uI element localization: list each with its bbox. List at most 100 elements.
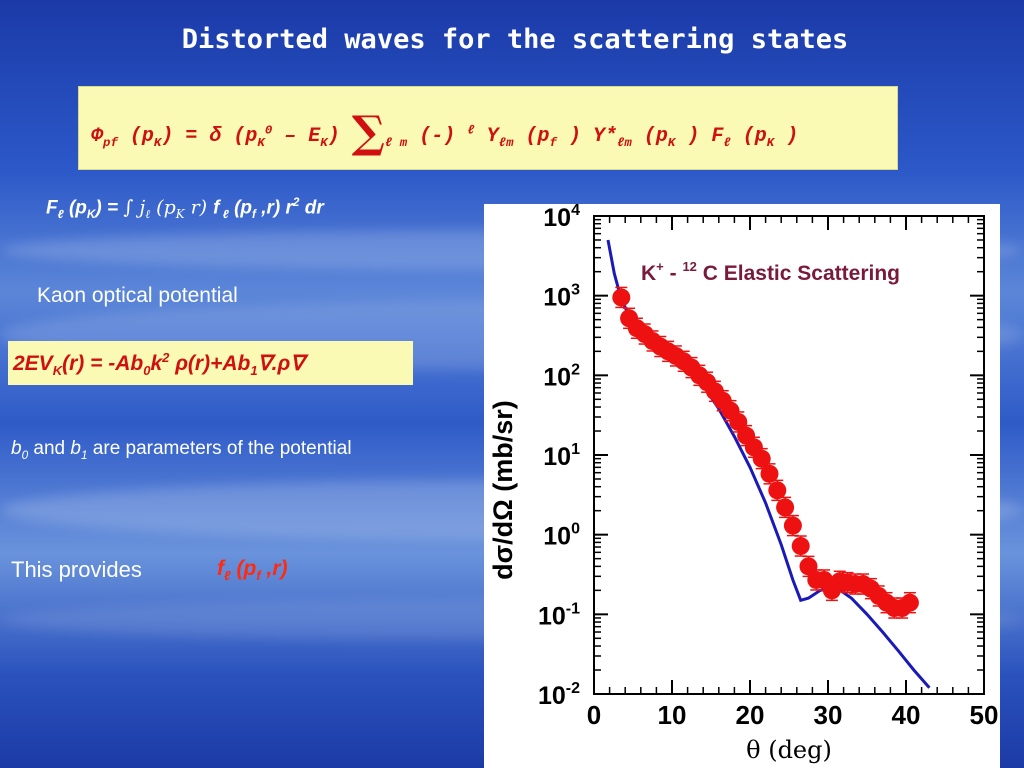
data-point xyxy=(783,516,802,535)
delta-symbol: δ xyxy=(209,125,222,148)
phi-part-sub: K xyxy=(257,136,265,150)
x-tick-label: 30 xyxy=(814,700,843,730)
y-tick-label: 100 xyxy=(543,521,580,551)
chart-xlabel: θ (deg) xyxy=(746,736,832,764)
phi-part-sub: K xyxy=(320,136,328,150)
chart-title: K+ - 12 C Elastic Scattering xyxy=(641,259,900,285)
phi-symbol: Φ xyxy=(91,125,104,148)
phi-part-sub: K xyxy=(766,136,775,150)
data-point xyxy=(799,557,818,576)
f-eq-sub: f xyxy=(252,208,256,222)
phi-part: Y xyxy=(474,125,499,148)
phi-part-sub: K xyxy=(667,136,676,150)
y-tick-exp: 4 xyxy=(571,204,580,219)
provides-f-sub: ℓ xyxy=(224,568,231,584)
b1-symbol: b xyxy=(70,438,81,459)
slide-title: Distorted waves for the scattering state… xyxy=(181,24,849,55)
chart-ylabel: dσ/dΩ (mb/sr) xyxy=(488,400,518,580)
phi-sub: pf xyxy=(103,136,118,150)
phi-part: (p xyxy=(513,125,550,148)
pot-sub: 1 xyxy=(250,363,258,379)
data-point xyxy=(776,498,795,517)
y-tick-exp: 1 xyxy=(571,441,580,458)
y-tick-label: 104 xyxy=(543,204,580,232)
x-tick-label: 0 xyxy=(587,700,601,730)
f-eq-sub: ℓ xyxy=(57,208,64,222)
potential-formula: 2EVK(r) = -Ab0k2 ρ(r)+Ab1∇.ρ∇ xyxy=(13,350,304,378)
cross-section-chart: dσ/dΩ (mb/sr) θ (deg) 0 10 20 30 40 501041031… xyxy=(488,204,999,764)
data-point xyxy=(791,537,810,556)
phi-part: ) xyxy=(327,125,352,148)
chart-title-k-sup: + xyxy=(656,259,664,274)
b0-symbol: b xyxy=(11,438,22,459)
y-tick-base: 10 xyxy=(543,204,571,232)
b0-sub: 0 xyxy=(21,448,29,462)
f-eq-part: ,r) r xyxy=(255,197,293,219)
phi-part: (p xyxy=(631,125,668,148)
phi-formula-box: Φpf (pK) = δ (pK0 – EK) ∑ℓ m (-) ℓ Yℓm (… xyxy=(78,86,898,170)
y-tick-exp: 3 xyxy=(571,282,580,299)
pot-part: (r) = -Ab xyxy=(62,352,144,375)
integral-symbol: ∫ j xyxy=(123,196,146,219)
f-eq-sup: 2 xyxy=(292,196,300,209)
y-tick-base: 10 xyxy=(543,284,571,312)
f-eq-sub: K xyxy=(175,207,185,222)
phi-part: ) F xyxy=(675,125,724,148)
f-eq-part: r) xyxy=(184,196,214,219)
phi-part: (-) xyxy=(407,125,468,148)
data-point xyxy=(760,464,779,483)
provides-formula: fℓ (pf ,r) xyxy=(217,557,288,583)
pot-part: k xyxy=(150,352,163,375)
f-equation: Fℓ (pK) = ∫ jℓ (pK r) f ℓ (pf ,r) r2 dr xyxy=(46,196,324,222)
y-tick-base: 10 xyxy=(538,682,566,710)
phi-part-sup: ℓ xyxy=(467,123,475,138)
y-tick-base: 10 xyxy=(543,363,571,391)
y-tick-exp: -1 xyxy=(566,600,580,617)
potential-formula-box: 2EVK(r) = -Ab0k2 ρ(r)+Ab1∇.ρ∇ xyxy=(8,341,413,385)
phi-part: (p xyxy=(221,125,258,148)
sigma-symbol: ∑ xyxy=(351,107,385,158)
x-tick-label: 40 xyxy=(892,700,921,730)
phi-part: – E xyxy=(272,125,321,148)
kaon-potential-label: Kaon optical potential xyxy=(37,284,238,307)
f-eq-part: ) = xyxy=(95,197,124,219)
chart-title-rest: C Elastic Scattering xyxy=(697,262,900,285)
y-tick-label: 10-1 xyxy=(538,600,580,630)
provides-part-sub: f xyxy=(256,568,261,584)
y-tick-base: 10 xyxy=(543,443,571,471)
y-tick-label: 10-2 xyxy=(538,680,580,710)
pot-part: ρ(r)+Ab xyxy=(169,352,251,375)
provides-part: (p xyxy=(230,557,257,580)
pot-sub: 0 xyxy=(143,363,151,379)
provides-text: This provides xyxy=(11,557,142,582)
data-point xyxy=(900,593,919,612)
phi-part-sub: f xyxy=(549,136,557,150)
x-tick-label: 50 xyxy=(970,700,999,730)
data-point xyxy=(729,412,748,431)
params-and: and xyxy=(28,438,71,459)
phi-part-sub: ℓm xyxy=(498,136,514,150)
b1-sub: 1 xyxy=(80,448,88,462)
y-tick-exp: -2 xyxy=(566,680,580,697)
y-tick-exp: 2 xyxy=(571,361,580,378)
parameters-text: b0 and b1 are parameters of the potentia… xyxy=(11,438,352,462)
chart-title-c-sup: 12 xyxy=(682,259,696,274)
provides-f: f xyxy=(217,557,224,580)
f-eq-sub: K xyxy=(86,208,96,222)
phi-part: ) Y* xyxy=(556,125,617,148)
y-tick-label: 102 xyxy=(543,361,580,391)
x-tick-label: 10 xyxy=(658,700,687,730)
data-point xyxy=(768,481,787,500)
phi-part: (p xyxy=(117,125,154,148)
f-eq-part: (p xyxy=(63,197,87,219)
phi-part-sup: 0 xyxy=(264,123,273,138)
sigma-sub: ℓ m xyxy=(384,136,408,150)
f-eq-part: (p xyxy=(228,197,253,219)
provides-part: ,r) xyxy=(260,557,288,580)
phi-part-sub: K xyxy=(153,136,162,150)
f-eq-sub: ℓ xyxy=(145,207,151,222)
phi-part-sub: ℓ xyxy=(723,136,731,150)
phi-formula: Φpf (pK) = δ (pK0 – EK) ∑ℓ m (-) ℓ Yℓm (… xyxy=(91,107,798,158)
phi-part-sub: ℓm xyxy=(617,136,632,150)
f-eq-part: F xyxy=(46,197,58,219)
